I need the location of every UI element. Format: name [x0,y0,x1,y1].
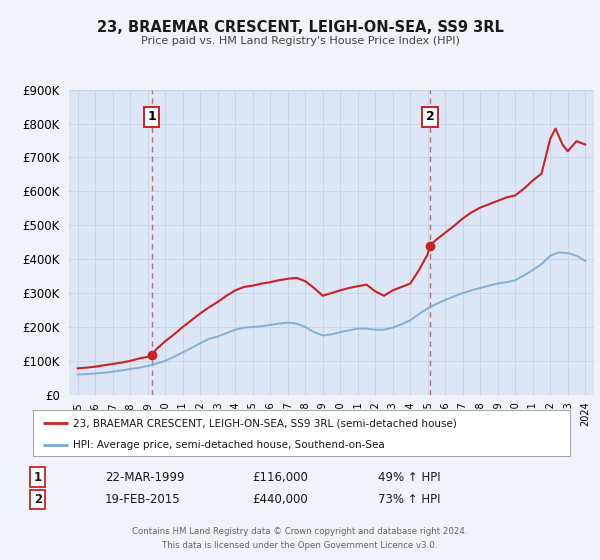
Text: 19-FEB-2015: 19-FEB-2015 [105,493,181,506]
Text: Contains HM Land Registry data © Crown copyright and database right 2024.: Contains HM Land Registry data © Crown c… [132,528,468,536]
Text: 1: 1 [34,470,42,484]
Text: 1: 1 [147,110,156,123]
Text: £116,000: £116,000 [252,470,308,484]
Text: 23, BRAEMAR CRESCENT, LEIGH-ON-SEA, SS9 3RL (semi-detached house): 23, BRAEMAR CRESCENT, LEIGH-ON-SEA, SS9 … [73,418,457,428]
Text: 22-MAR-1999: 22-MAR-1999 [105,470,185,484]
Text: Price paid vs. HM Land Registry's House Price Index (HPI): Price paid vs. HM Land Registry's House … [140,36,460,46]
Text: 2: 2 [425,110,434,123]
Text: 73% ↑ HPI: 73% ↑ HPI [378,493,440,506]
Text: 49% ↑ HPI: 49% ↑ HPI [378,470,440,484]
Text: HPI: Average price, semi-detached house, Southend-on-Sea: HPI: Average price, semi-detached house,… [73,440,385,450]
Text: 23, BRAEMAR CRESCENT, LEIGH-ON-SEA, SS9 3RL: 23, BRAEMAR CRESCENT, LEIGH-ON-SEA, SS9 … [97,20,503,35]
Text: £440,000: £440,000 [252,493,308,506]
Text: This data is licensed under the Open Government Licence v3.0.: This data is licensed under the Open Gov… [163,542,437,550]
Text: 2: 2 [34,493,42,506]
